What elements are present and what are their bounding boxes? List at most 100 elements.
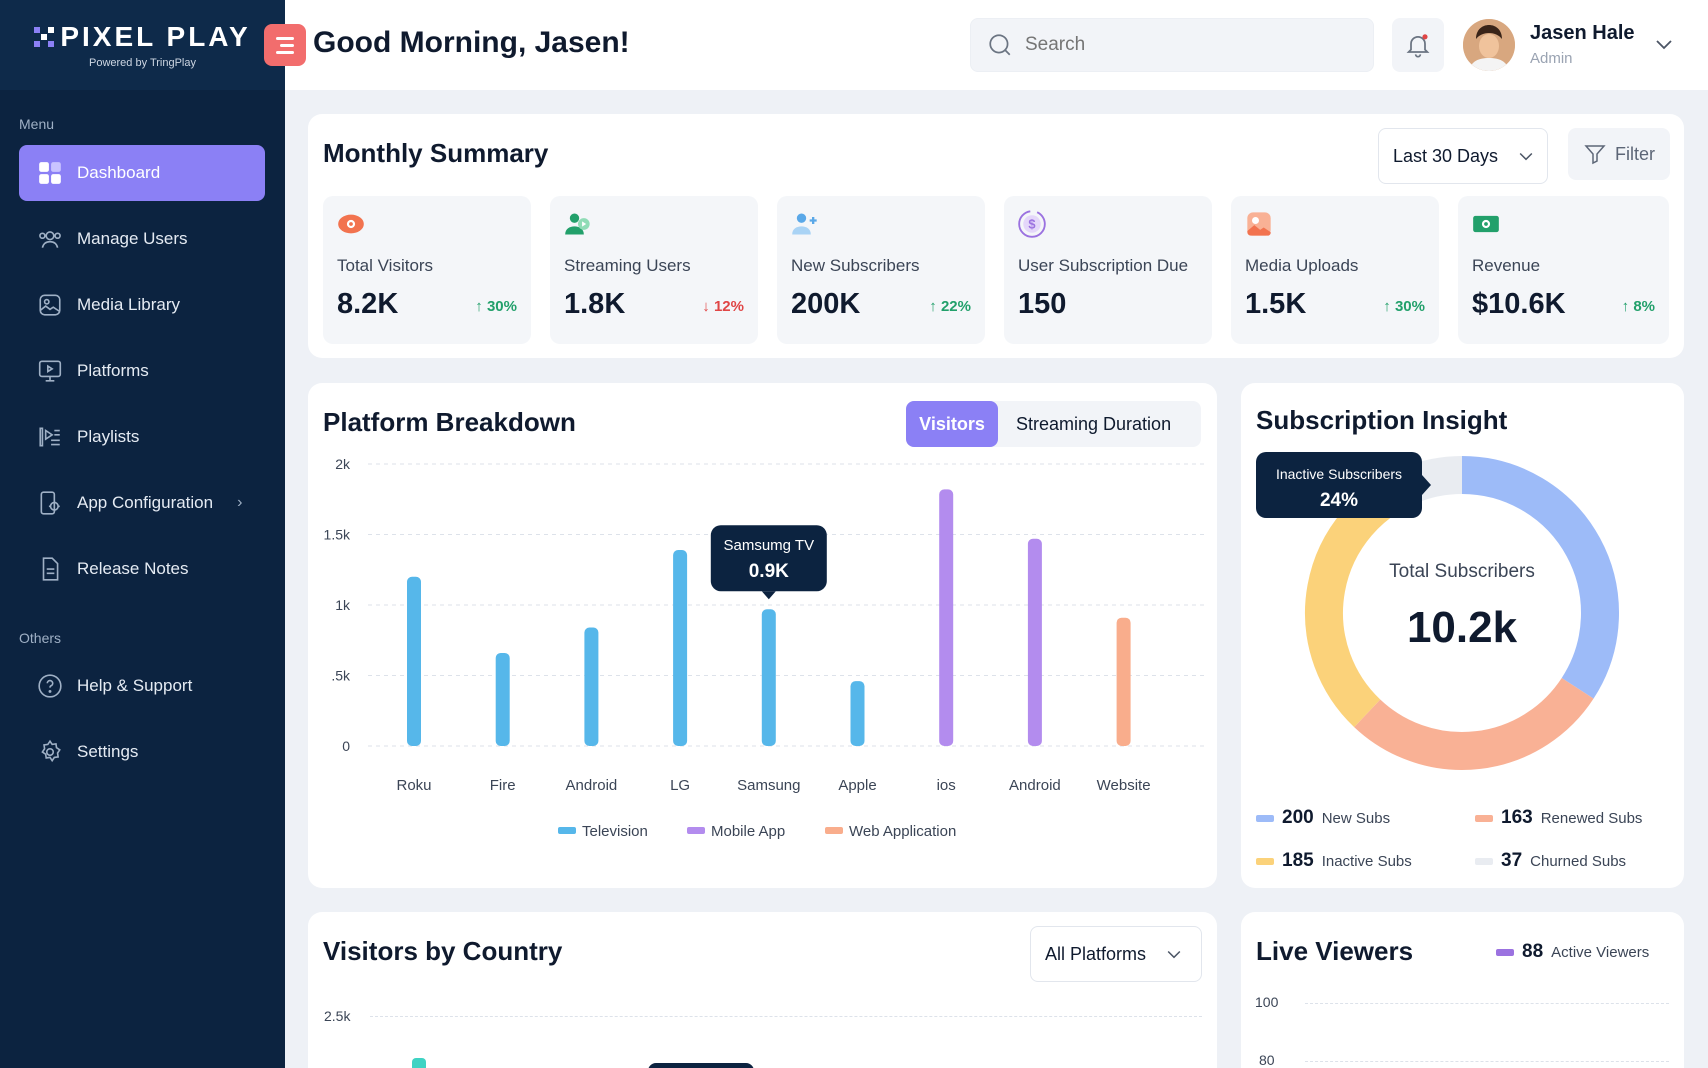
- tab-streaming-duration[interactable]: Streaming Duration: [1016, 413, 1172, 434]
- document-icon: [42, 557, 59, 581]
- stat-change: ↓ 12%: [702, 298, 744, 315]
- legend-swatch: [687, 827, 705, 834]
- filter-button[interactable]: Filter: [1568, 128, 1670, 180]
- tab-visitors[interactable]: Visitors: [906, 401, 998, 447]
- sidebar-item-help-support[interactable]: Help & Support: [19, 658, 265, 714]
- stat-change: ↑ 22%: [929, 298, 971, 315]
- chart-bar-lg: [673, 550, 688, 746]
- menu-toggle-button[interactable]: [264, 24, 306, 66]
- gear-icon: [41, 739, 61, 763]
- y-tick-label: .5k: [331, 668, 351, 684]
- dollar-cycle-icon: $: [1018, 210, 1046, 238]
- cash-icon: [1473, 215, 1499, 233]
- stat-label: Total Visitors: [337, 256, 434, 275]
- gridline: [1305, 1061, 1669, 1062]
- monthly-summary-card: Monthly Summary Last 30 Days Filter Tota…: [308, 114, 1684, 358]
- chart-bar-apple: [850, 681, 865, 746]
- y-tick-label: 80: [1259, 1052, 1275, 1068]
- legend-item: 200 New Subs: [1256, 807, 1390, 829]
- chart-bar-website: [1116, 617, 1131, 746]
- avatar-image: [1463, 19, 1515, 71]
- user-role: Admin: [1530, 50, 1573, 67]
- legend-value: 185: [1282, 850, 1314, 871]
- x-tick-label: Apple: [838, 777, 876, 794]
- tooltip-box: [710, 525, 827, 592]
- x-tick-label: Android: [1009, 777, 1061, 794]
- y-tick-label: 2.5k: [324, 1008, 351, 1024]
- sidebar-item-release-notes[interactable]: Release Notes: [19, 541, 265, 597]
- legend-label: Mobile App: [711, 823, 785, 840]
- x-tick-label: Roku: [396, 777, 431, 794]
- stat-label: New Subscribers: [791, 256, 920, 275]
- chart-bar-ios: [939, 489, 954, 746]
- legend-swatch: [558, 827, 576, 834]
- stat-streaming-users[interactable]: Streaming Users 1.8K ↓ 12%: [550, 196, 758, 344]
- platform-select[interactable]: All Platforms: [1030, 926, 1202, 982]
- chevron-right-icon: ›: [237, 494, 243, 511]
- search-icon: [989, 34, 1011, 56]
- sidebar-item-settings[interactable]: Settings: [19, 724, 265, 780]
- app-config-icon: [40, 491, 60, 515]
- tooltip-box: [1256, 452, 1422, 518]
- tooltip-pointer: [1422, 475, 1431, 495]
- x-tick-label: Website: [1097, 777, 1151, 794]
- sidebar-item-app-configuration[interactable]: App Configuration ›: [19, 475, 265, 531]
- image-icon: [39, 294, 61, 316]
- avatar[interactable]: [1463, 19, 1515, 71]
- playlist-icon: [39, 427, 60, 447]
- tooltip-name: Samsumg TV: [724, 537, 815, 554]
- others-section-label: Others: [19, 630, 62, 646]
- search-input[interactable]: [1025, 34, 1345, 56]
- breakdown-title: Platform Breakdown: [323, 407, 576, 437]
- legend-swatch: [1475, 857, 1493, 865]
- y-tick-label: 100: [1255, 994, 1279, 1010]
- legend-label: Web Application: [849, 823, 956, 840]
- notifications-button[interactable]: [1392, 18, 1444, 72]
- stat-total-visitors[interactable]: Total Visitors 8.2K ↑ 30%: [323, 196, 531, 344]
- chevron-down-icon: [1519, 152, 1533, 161]
- legend-label: New Subs: [1321, 809, 1391, 827]
- stat-change: ↑ 30%: [1383, 298, 1425, 315]
- date-range-select[interactable]: Last 30 Days: [1378, 128, 1548, 184]
- stat-new-subscribers[interactable]: New Subscribers 200K ↑ 22%: [777, 196, 985, 344]
- chevron-down-icon[interactable]: [1652, 32, 1676, 56]
- stat-change: ↑ 8%: [1621, 298, 1655, 315]
- brand-name: PIXEL PLAY: [60, 21, 251, 52]
- greeting-title: Good Morning, Jasen!: [313, 26, 630, 59]
- stat-value: 150: [1018, 288, 1067, 320]
- sidebar-item-media-library[interactable]: Media Library: [19, 277, 265, 333]
- subscription-donut-chart: Total Subscribers 10.2k Inactive Subscribe…: [1256, 452, 1619, 770]
- legend-swatch: [825, 827, 843, 834]
- chart-bar-fire: [495, 652, 510, 746]
- legend-value: 200: [1282, 807, 1314, 828]
- filter-label: Filter: [1615, 143, 1655, 164]
- sidebar-item-playlists[interactable]: Playlists: [19, 409, 265, 465]
- search-box[interactable]: [970, 18, 1374, 72]
- sidebar-item-dashboard[interactable]: Dashboard: [19, 145, 265, 201]
- insight-title: Subscription Insight: [1256, 405, 1508, 435]
- visitors-by-country-card: Visitors by Country All Platforms 2.5k: [308, 912, 1217, 1068]
- y-tick-label: 0: [342, 738, 350, 754]
- dashboard-icon: [39, 162, 61, 184]
- stat-value: 1.8K: [564, 288, 626, 320]
- legend-swatch: [1475, 814, 1493, 822]
- platform-select-value: All Platforms: [1045, 943, 1147, 964]
- sidebar-item-manage-users[interactable]: Manage Users: [19, 211, 265, 267]
- sidebar: PIXEL PLAY Powered by TringPlay Menu Das…: [0, 0, 285, 1068]
- tooltip-value: 0.9K: [749, 561, 789, 582]
- donut-slice-renewed-subs: [1354, 677, 1594, 770]
- sidebar-item-platforms[interactable]: Platforms: [19, 343, 265, 399]
- chart-bar-partial: [412, 1058, 426, 1068]
- stat-subscription-due[interactable]: $ User Subscription Due 150: [1004, 196, 1212, 344]
- stat-media-uploads[interactable]: Media Uploads 1.5K ↑ 30%: [1231, 196, 1439, 344]
- sidebar-item-label: Playlists: [77, 427, 140, 446]
- sidebar-item-label: App Configuration: [77, 493, 214, 512]
- stat-revenue[interactable]: Revenue $10.6K ↑ 8%: [1458, 196, 1669, 344]
- stat-label: Revenue: [1472, 256, 1541, 275]
- sidebar-item-label: Media Library: [77, 295, 180, 314]
- stat-value: 8.2K: [337, 288, 399, 320]
- stat-value: 200K: [791, 288, 861, 320]
- help-icon: [38, 674, 62, 698]
- stat-label: Streaming Users: [564, 256, 691, 275]
- active-viewers-legend: 88 Active Viewers: [1496, 941, 1649, 963]
